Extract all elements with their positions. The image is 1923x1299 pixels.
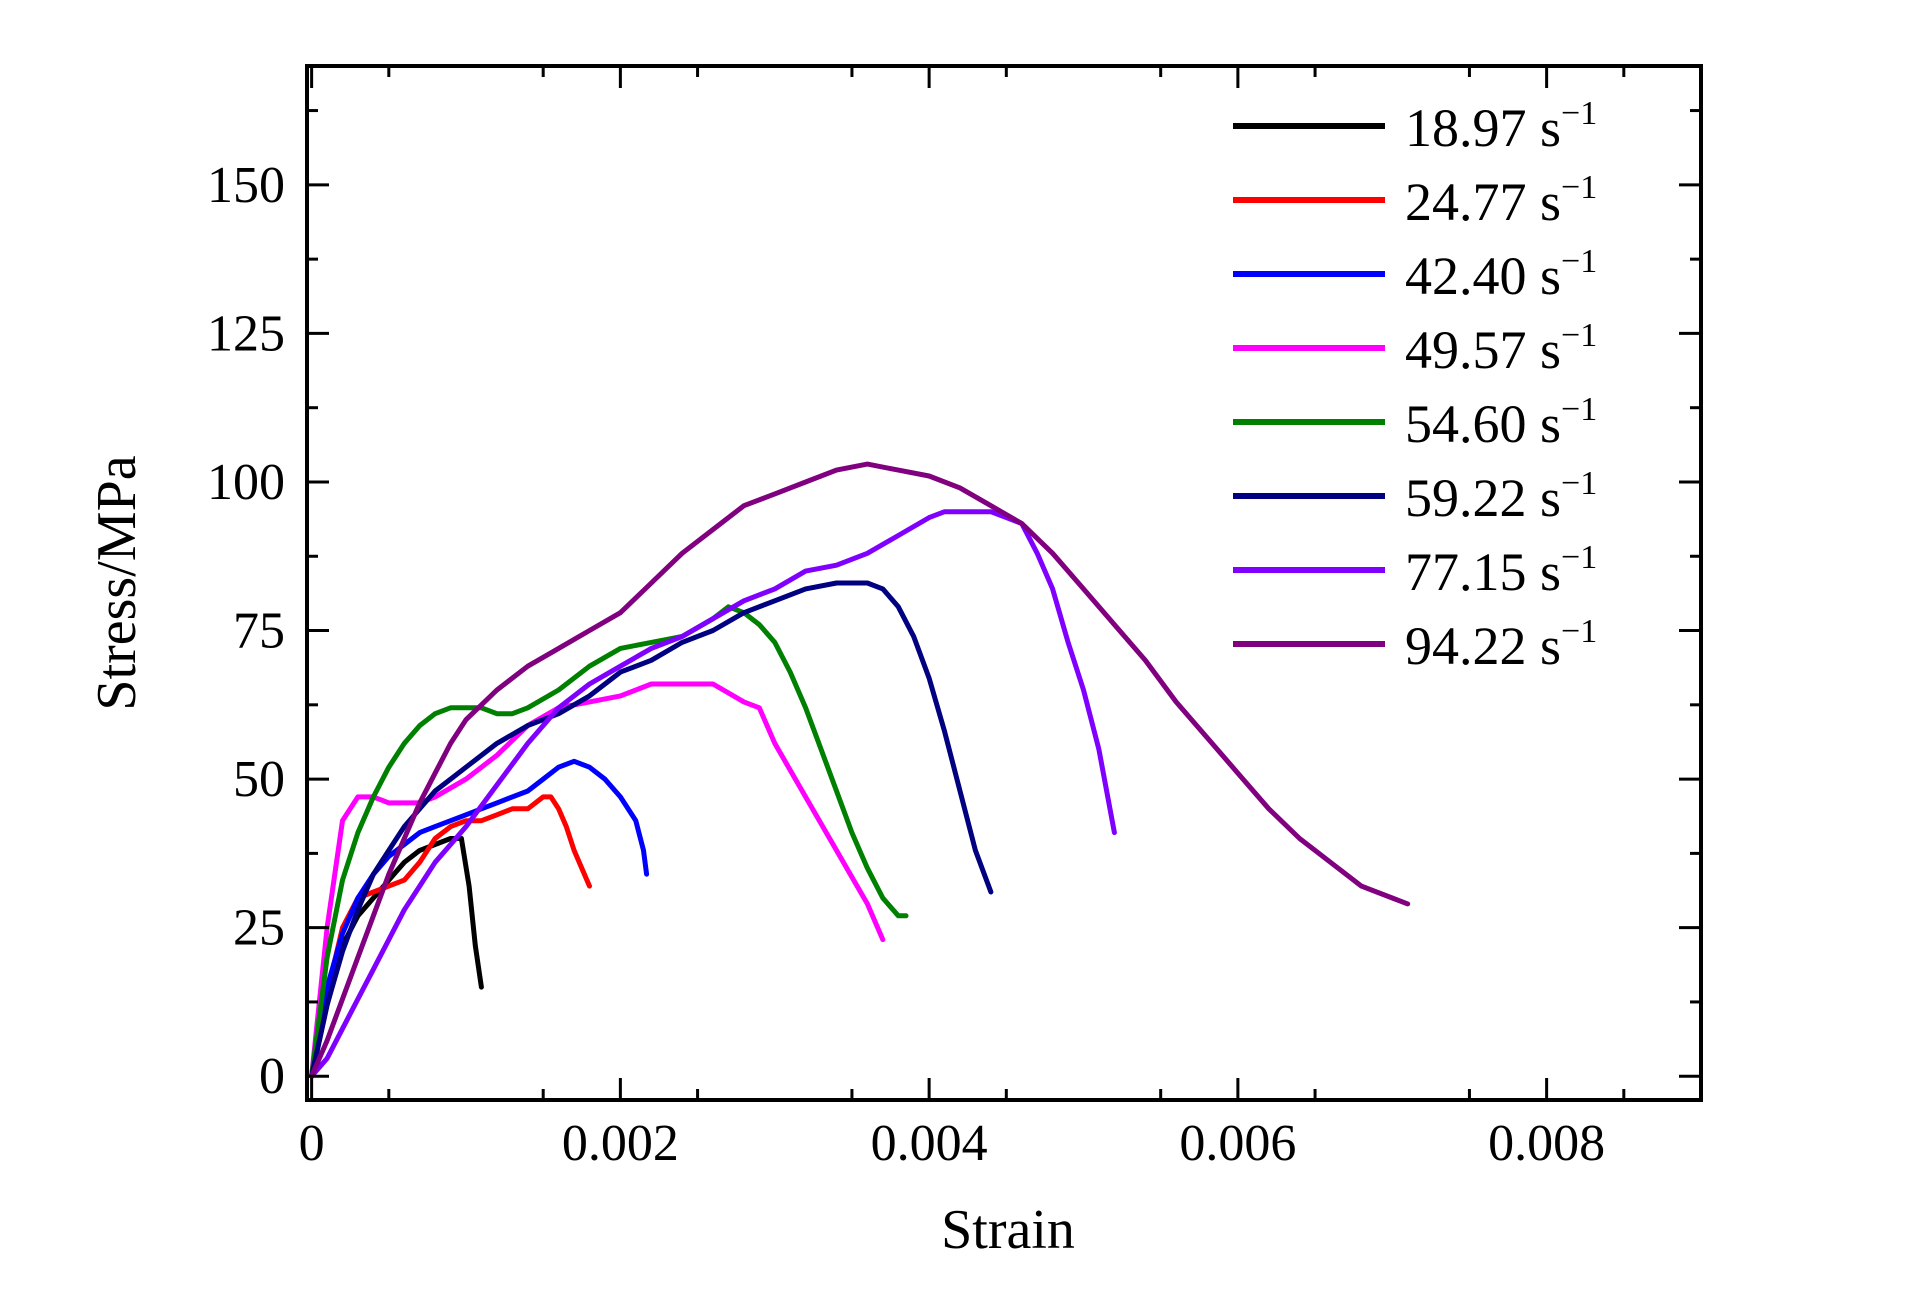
y-tick-label: 150 — [207, 157, 285, 214]
y-tick-label: 75 — [233, 603, 285, 660]
x-tick-label: 0.002 — [562, 1115, 679, 1172]
legend-label: 49.57 s−1 — [1405, 317, 1597, 380]
y-tick-label: 125 — [207, 305, 285, 362]
x-tick-label: 0 — [299, 1115, 325, 1172]
series-line-54-60 — [309, 604, 909, 1079]
series-line-59-22 — [309, 580, 994, 1079]
series-line-94-22 — [309, 461, 1411, 1079]
plot-frame — [305, 64, 1703, 1102]
legend-label: 77.15 s−1 — [1405, 539, 1597, 602]
y-axis-title: Stress/MPa — [86, 455, 148, 710]
tick-labels: 0 25 50 75 100 125 150 0 0.002 0.004 0.006 0.008 — [207, 157, 1605, 1172]
legend: 18.97 s−1 24.77 s−1 42.40 s−1 49.57 s−1 54.6… — [1233, 95, 1597, 676]
legend-label: 42.40 s−1 — [1405, 243, 1597, 306]
y-tick-label: 100 — [207, 454, 285, 511]
y-tick-label: 50 — [233, 751, 285, 808]
legend-label: 54.60 s−1 — [1405, 391, 1597, 454]
legend-label: 94.22 s−1 — [1405, 613, 1597, 676]
y-tick-label: 0 — [259, 1048, 285, 1105]
y-tick-label: 25 — [233, 900, 285, 957]
legend-label: 24.77 s−1 — [1405, 169, 1597, 232]
x-tick-label: 0.006 — [1179, 1115, 1296, 1172]
legend-label: 18.97 s−1 — [1405, 95, 1597, 158]
x-tick-label: 0.004 — [871, 1115, 988, 1172]
x-axis-title: Strain — [941, 1199, 1075, 1261]
axis-ticks — [307, 66, 1701, 1100]
series-lines — [309, 461, 1411, 1079]
legend-label: 59.22 s−1 — [1405, 465, 1597, 528]
x-tick-label: 0.008 — [1488, 1115, 1605, 1172]
